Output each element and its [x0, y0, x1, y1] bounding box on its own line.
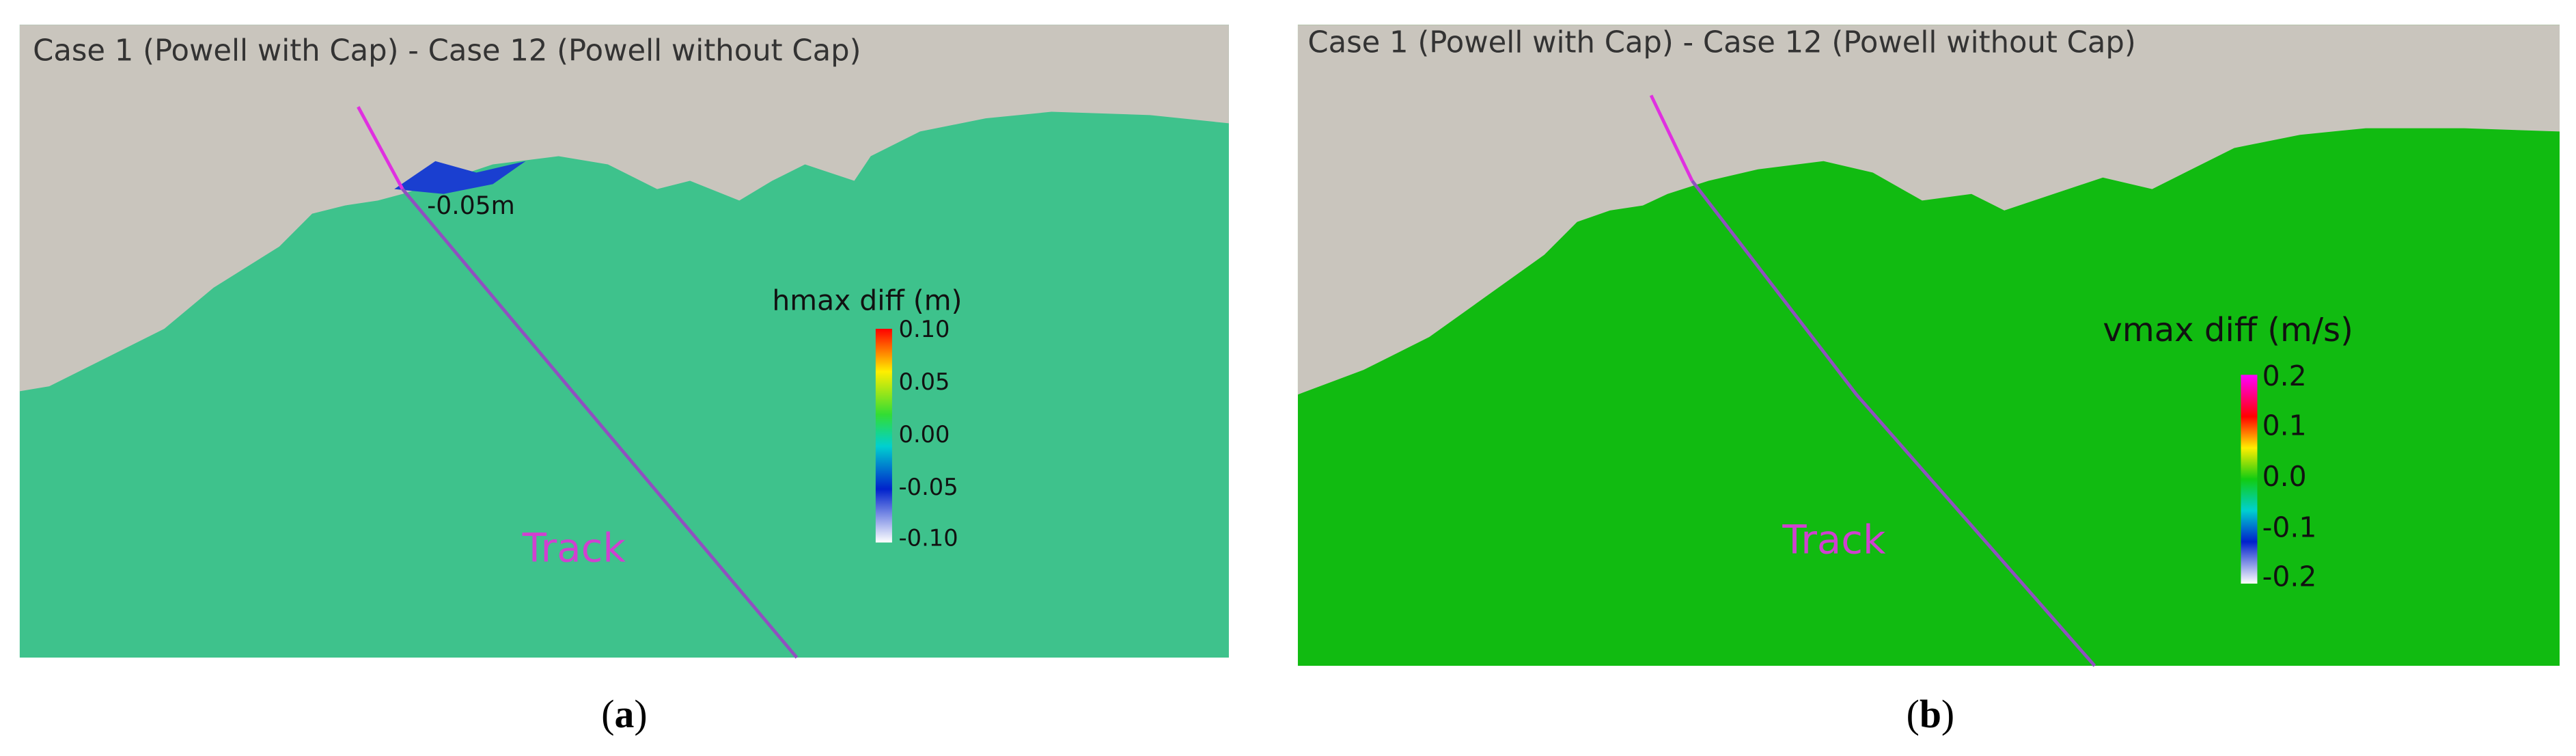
colorbar-tick-label: 0.00 [899, 421, 950, 448]
annotation: -0.05m [427, 191, 514, 220]
panel-title: Case 1 (Powell with Cap) - Case 12 (Powe… [33, 33, 861, 68]
colorbar-tick-label: -0.05 [899, 474, 958, 500]
track-label: Track [1782, 516, 1886, 563]
track-line [1691, 180, 2096, 667]
colorbar-tick-label: -0.1 [2262, 511, 2317, 543]
track-line [357, 106, 404, 190]
colorbar [875, 329, 892, 543]
track-line [401, 188, 799, 659]
colorbar-title: vmax diff (m/s) [2103, 311, 2353, 349]
track-line [1649, 94, 1694, 182]
panel-a: Case 1 (Powell with Cap) - Case 12 (Powe… [19, 25, 1229, 736]
colorbar-tick-label: -0.10 [899, 524, 958, 551]
colorbar-tick-label: 0.05 [899, 368, 950, 395]
panel-b: Case 1 (Powell with Cap) - Case 12 (Powe… [1297, 25, 2560, 736]
figure-content: Case 1 (Powell with Cap) - Case 12 (Powe… [19, 25, 2560, 736]
caption: (b) [1907, 693, 1955, 736]
surge-difference-area [394, 161, 526, 194]
caption: (a) [601, 693, 647, 736]
land [19, 25, 1229, 392]
panel-title: Case 1 (Powell with Cap) - Case 12 (Powe… [1307, 25, 2135, 59]
land [1297, 25, 2560, 395]
colorbar-tick-label: -0.2 [2262, 561, 2317, 593]
track-label: Track [522, 524, 626, 571]
colorbar-tick-label: 0.0 [2262, 460, 2307, 493]
colorbar-title: hmax diff (m) [772, 284, 962, 317]
colorbar [2241, 375, 2258, 584]
colorbar-tick-label: 0.1 [2262, 409, 2307, 442]
colorbar-tick-label: 0.10 [899, 316, 950, 342]
colorbar-tick-label: 0.2 [2262, 360, 2307, 392]
